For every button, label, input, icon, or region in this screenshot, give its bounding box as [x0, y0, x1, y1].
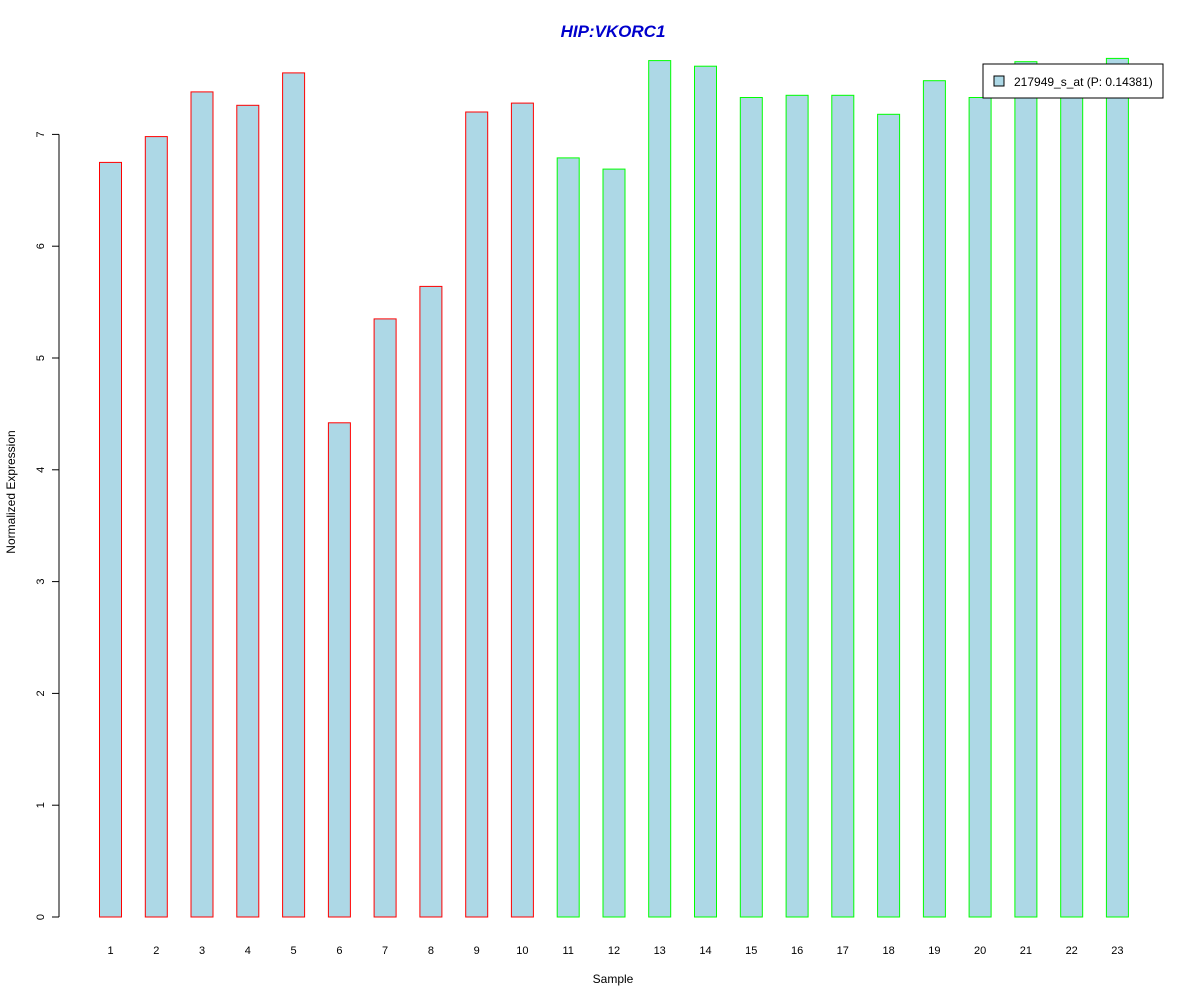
x-tick-label: 9 [474, 945, 480, 957]
bar-sample-20 [968, 97, 992, 918]
legend-box [982, 63, 1164, 99]
bar-sample-3 [190, 91, 214, 918]
x-tick-label: 10 [516, 945, 528, 957]
x-tick-label: 7 [382, 945, 388, 957]
bar-sample-7 [373, 318, 397, 918]
chart-title: HIP:VKORC1 [561, 22, 666, 41]
bar-sample-16 [785, 94, 809, 918]
bar-sample-8 [419, 285, 443, 918]
x-tick-label: 18 [882, 945, 894, 957]
x-tick-label: 23 [1111, 945, 1123, 957]
x-tick-label: 3 [199, 945, 205, 957]
x-tick-label: 21 [1020, 945, 1032, 957]
x-tick-label: 20 [974, 945, 986, 957]
y-tick-label: 2 [35, 690, 47, 696]
x-tick-labels: 1 2 3 4 5 6 7 8 9 10 11 12 13 14 15 16 17 18 19 20 21 22 23 [107, 945, 1123, 957]
bars-group [99, 57, 1129, 918]
legend-label: 217949_s_at (P: 0.14381) [1014, 75, 1153, 89]
y-tick-label: 3 [35, 579, 47, 585]
bar-sample-15 [739, 97, 763, 918]
x-tick-label: 17 [837, 945, 849, 957]
x-tick-label: 2 [153, 945, 159, 957]
bar-sample-22 [1060, 63, 1084, 918]
bar-sample-23 [1105, 57, 1129, 918]
bar-sample-9 [465, 111, 489, 918]
y-tick-label: 4 [35, 467, 47, 473]
x-tick-label: 4 [245, 945, 251, 957]
bar-sample-18 [877, 113, 901, 918]
y-tick-label: 0 [35, 914, 47, 920]
x-tick-label: 13 [654, 945, 666, 957]
y-tick-label: 6 [35, 243, 47, 249]
x-tick-label: 5 [291, 945, 297, 957]
bar-sample-21 [1014, 61, 1038, 918]
bar-sample-12 [602, 168, 626, 918]
y-axis: 0 1 2 3 4 5 6 7 [35, 131, 60, 920]
bar-sample-19 [922, 80, 946, 918]
x-tick-label: 16 [791, 945, 803, 957]
bar-sample-4 [236, 104, 260, 918]
legend: 217949_s_at (P: 0.14381) [982, 63, 1164, 99]
x-tick-label: 22 [1066, 945, 1078, 957]
x-tick-label: 12 [608, 945, 620, 957]
x-tick-label: 6 [336, 945, 342, 957]
bar-sample-10 [510, 102, 534, 918]
bar-sample-11 [556, 157, 580, 918]
y-axis-title: Normalized Expression [4, 430, 18, 553]
x-tick-label: 15 [745, 945, 757, 957]
bar-sample-17 [831, 94, 855, 918]
bar-sample-5 [282, 72, 306, 918]
x-tick-label: 14 [699, 945, 711, 957]
bar-sample-2 [144, 136, 168, 918]
x-axis-title: Sample [593, 972, 634, 986]
y-tick-label: 7 [35, 131, 47, 137]
bar-sample-13 [648, 60, 672, 918]
legend-swatch [993, 75, 1005, 87]
x-tick-label: 8 [428, 945, 434, 957]
bar-sample-1 [99, 161, 122, 918]
bar-sample-14 [694, 65, 717, 918]
x-tick-label: 1 [107, 945, 113, 957]
x-tick-label: 19 [928, 945, 940, 957]
bar-sample-6 [327, 422, 351, 918]
x-tick-label: 11 [562, 945, 573, 957]
y-tick-label: 5 [35, 355, 47, 361]
y-tick-label: 1 [35, 802, 47, 808]
